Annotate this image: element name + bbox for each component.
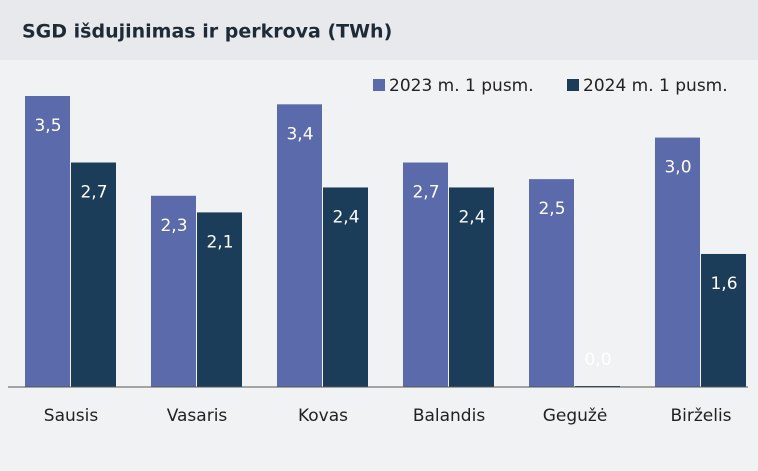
bar <box>277 104 322 388</box>
bar <box>197 212 242 387</box>
value-label: 3,5 <box>34 116 61 136</box>
legend-label: 2024 m. 1 pusm. <box>583 76 728 96</box>
value-label: 2,3 <box>160 216 187 236</box>
legend-swatch <box>373 79 385 91</box>
bar <box>449 187 494 387</box>
x-tick-label: Vasaris <box>167 406 228 426</box>
value-label: 2,5 <box>538 199 565 219</box>
chart-title: SGD išdujinimas ir perkrova (TWh) <box>22 21 392 43</box>
bar <box>323 187 368 387</box>
bar <box>529 179 574 387</box>
value-label: 2,1 <box>206 232 233 252</box>
value-label: 2,4 <box>458 207 485 227</box>
x-tick-label: Birželis <box>670 406 731 426</box>
bar <box>701 253 746 387</box>
bar <box>25 96 70 387</box>
value-label: 3,4 <box>286 124 313 144</box>
x-tick-label: Balandis <box>413 406 486 426</box>
x-tick-label: Gegužė <box>543 406 608 426</box>
bar <box>655 137 700 387</box>
value-label: 2,7 <box>80 183 107 203</box>
value-label: 1,6 <box>710 274 737 294</box>
legend-swatch <box>567 79 579 91</box>
x-tick-label: Sausis <box>44 406 99 426</box>
bar <box>71 162 116 387</box>
header-band <box>0 0 758 60</box>
value-label: 2,4 <box>332 207 359 227</box>
value-label: 0,0 <box>584 350 611 370</box>
bar <box>403 162 448 387</box>
value-label: 3,0 <box>664 158 691 178</box>
value-label: 2,7 <box>412 183 439 203</box>
legend-label: 2023 m. 1 pusm. <box>389 76 534 96</box>
bar <box>151 195 196 387</box>
x-tick-label: Kovas <box>298 406 348 426</box>
